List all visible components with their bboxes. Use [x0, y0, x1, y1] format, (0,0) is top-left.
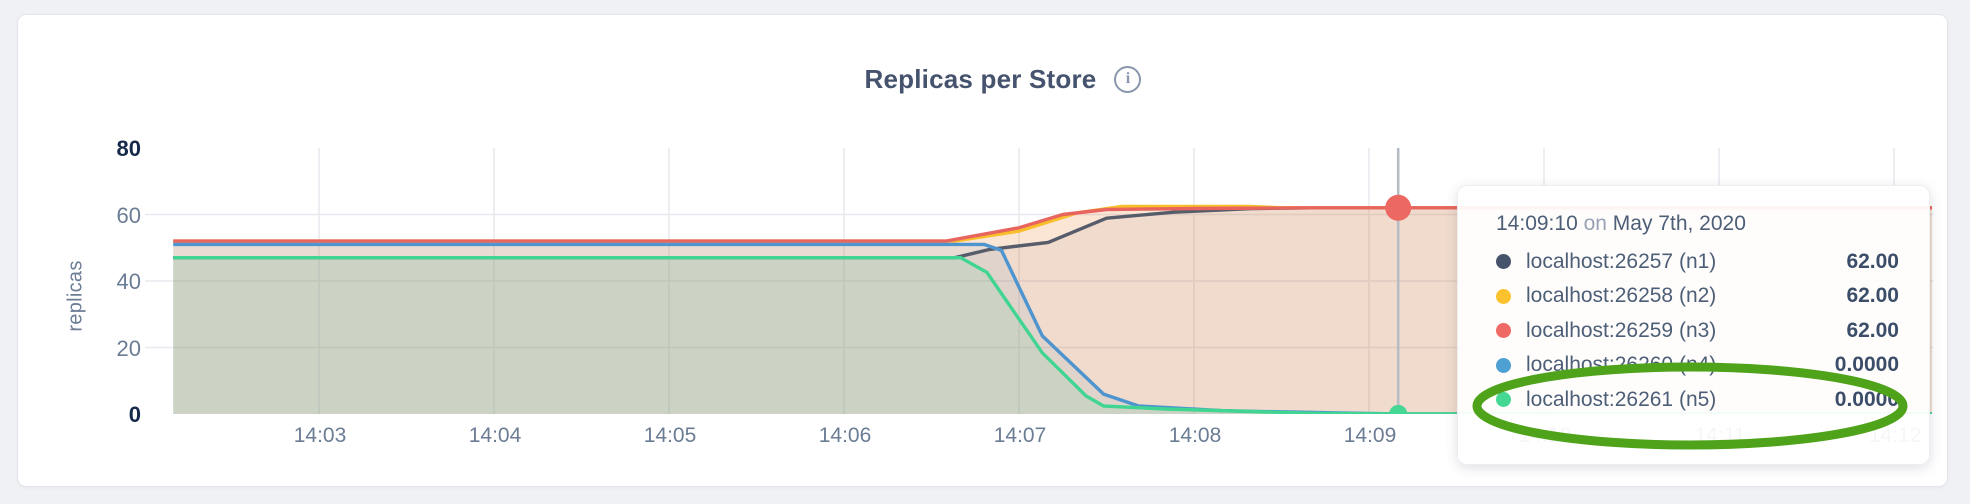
series-value: 62.00	[1846, 318, 1899, 342]
tooltip-time: 14:09:10	[1496, 212, 1578, 235]
y-tick-0: 0	[128, 402, 141, 427]
chart-title: Replicas per Store	[864, 63, 1097, 94]
x-tick-14-07: 14:07	[993, 424, 1047, 447]
tooltip-connector: on	[1583, 212, 1607, 235]
x-tick-14-09: 14:09	[1343, 424, 1397, 447]
tooltip-legend-rows: localhost:26257 (n1) 62.00 localhost:26258…	[1496, 249, 1899, 412]
series-label: localhost:26258 (n2)	[1526, 284, 1717, 307]
series-label: localhost:26259 (n3)	[1526, 318, 1717, 342]
x-tick-14-08: 14:08	[1168, 424, 1222, 447]
tooltip-row-n4: localhost:26260 (n4) 0.0000	[1496, 353, 1899, 378]
y-tick-40: 40	[116, 269, 141, 294]
chart-header: Replicas per Store i	[18, 59, 1970, 99]
series-color-dot-n2	[1496, 288, 1511, 304]
series-label: localhost:26257 (n1)	[1526, 249, 1717, 273]
y-tick-60: 60	[116, 203, 141, 228]
info-icon[interactable]: i	[1114, 65, 1142, 93]
tooltip-date: May 7th, 2020	[1612, 212, 1746, 235]
x-tick-14-03: 14:03	[293, 424, 347, 447]
tooltip-row-n2: localhost:26258 (n2) 62.00	[1496, 284, 1899, 309]
series-color-dot-n3	[1496, 323, 1511, 338]
x-tick-14-04: 14:04	[468, 424, 522, 447]
series-label: localhost:26260 (n4)	[1526, 353, 1717, 376]
series-value: 62.00	[1846, 284, 1899, 307]
tooltip-row-n1: localhost:26257 (n1) 62.00	[1496, 249, 1899, 274]
y-tick-80: 80	[116, 136, 141, 161]
series-value: 0.0000	[1834, 387, 1899, 411]
tooltip-timestamp: 14:09:10 on May 7th, 2020	[1496, 212, 1899, 236]
x-tick-14-05: 14:05	[643, 424, 697, 447]
series-color-dot-n1	[1496, 254, 1511, 269]
tooltip-row-n5: localhost:26261 (n5) 0.0000	[1496, 387, 1899, 412]
tooltip-row-n3: localhost:26259 (n3) 62.00	[1496, 318, 1899, 343]
series-label: localhost:26261 (n5)	[1526, 387, 1717, 411]
x-tick-14-06: 14:06	[818, 424, 872, 447]
hover-tooltip: 14:09:10 on May 7th, 2020 localhost:2625…	[1457, 185, 1930, 465]
series-color-dot-n4	[1496, 357, 1511, 373]
series-value: 0.0000	[1834, 353, 1899, 376]
y-tick-20: 20	[116, 336, 141, 361]
series-color-dot-n5	[1496, 392, 1511, 407]
series-value: 62.00	[1846, 249, 1899, 273]
